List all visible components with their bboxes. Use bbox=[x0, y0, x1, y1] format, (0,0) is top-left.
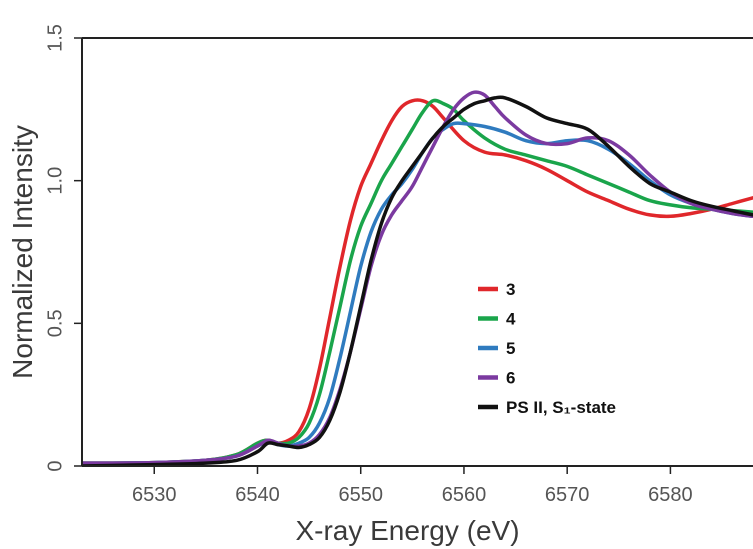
legend-label-ps-ii-s-state: PS II, S₁-state bbox=[506, 398, 616, 417]
axes bbox=[81, 37, 753, 467]
legend-label-3: 3 bbox=[506, 280, 515, 299]
y-tick-label: 0 bbox=[44, 460, 66, 471]
legend-label-5: 5 bbox=[506, 339, 515, 358]
y-tick-label: 1.5 bbox=[44, 24, 66, 52]
y-tick-label: 1.0 bbox=[44, 167, 66, 195]
series-line-ps-ii-s-state bbox=[82, 95, 753, 466]
series-line-6 bbox=[82, 90, 753, 465]
x-tick-label: 6580 bbox=[648, 484, 693, 506]
legend: 3 4 5 6 PS II, S₁-state bbox=[478, 280, 616, 417]
y-axis-ticks: 0 0.5 1.0 1.5 bbox=[44, 24, 82, 472]
series-line-4 bbox=[82, 98, 753, 465]
x-tick-label: 6550 bbox=[338, 484, 383, 506]
x-tick-label: 6560 bbox=[442, 484, 487, 506]
series-line-3 bbox=[82, 98, 753, 465]
x-axis-ticks: 6530 6540 6550 6560 6570 6580 bbox=[132, 466, 693, 506]
legend-label-6: 6 bbox=[506, 369, 515, 388]
x-tick-label: 6570 bbox=[545, 484, 590, 506]
x-axis-title: X-ray Energy (eV) bbox=[295, 515, 519, 546]
series-lines bbox=[82, 90, 753, 466]
y-axis-title: Normalized Intensity bbox=[7, 125, 38, 379]
x-tick-label: 6530 bbox=[132, 484, 177, 506]
legend-label-4: 4 bbox=[506, 310, 516, 329]
x-tick-label: 6540 bbox=[235, 484, 280, 506]
y-tick-label: 0.5 bbox=[44, 309, 66, 337]
